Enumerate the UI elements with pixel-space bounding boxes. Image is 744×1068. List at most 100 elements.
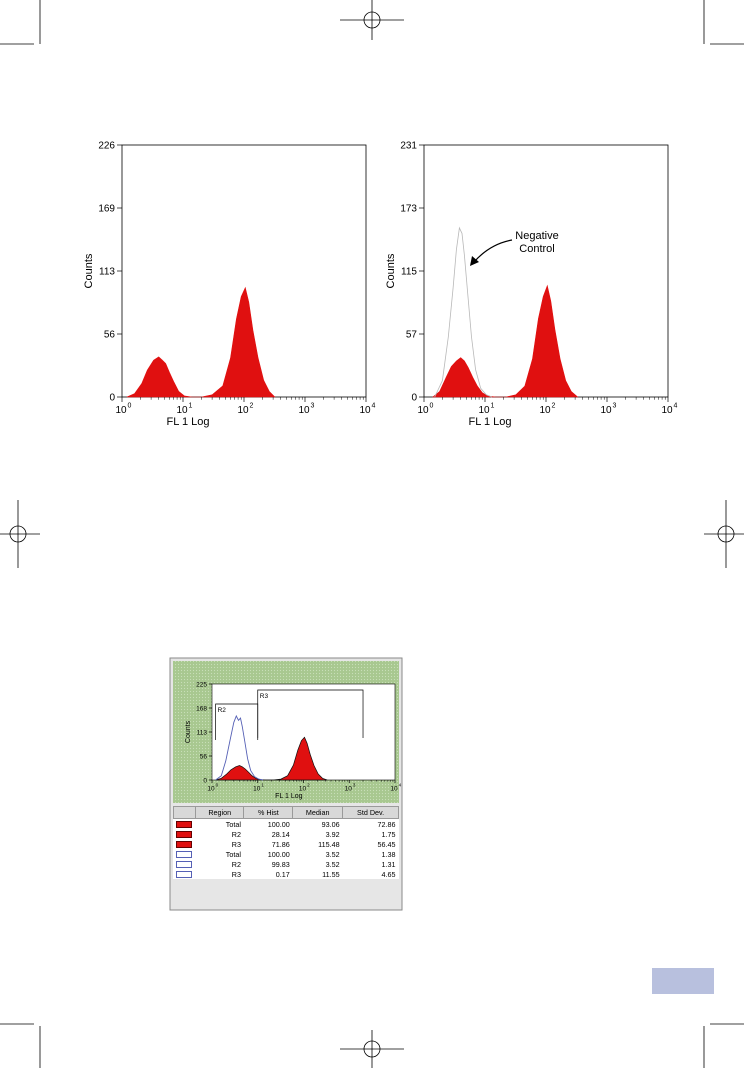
- cell-hist: 99.83: [271, 859, 290, 869]
- x-tick-exponent: 3: [353, 783, 356, 788]
- cell-region: R2: [231, 829, 241, 839]
- x-tick-exponent: 0: [216, 783, 219, 788]
- header-region: Region: [194, 806, 245, 819]
- cell-region: Total: [225, 849, 241, 859]
- annotation-arrowhead: [470, 256, 479, 266]
- x-tick-label: 10: [417, 405, 429, 416]
- table-row: Total 100.00 3.52 1.38: [174, 849, 399, 859]
- annotation-text-line2: Control: [519, 243, 554, 255]
- table-row: R2 28.14 3.92 1.75: [174, 829, 399, 839]
- series-area-filled: [432, 284, 579, 398]
- y-axis-label: Counts: [83, 253, 95, 288]
- row-swatch: [174, 829, 196, 839]
- swatch-filled: [175, 840, 192, 848]
- cell-region: R2: [231, 859, 241, 869]
- cell-region: Total: [225, 819, 241, 829]
- stats-header-row: Region % Hist Median Std Dev.: [173, 806, 399, 819]
- y-tick-label: 231: [400, 141, 417, 152]
- series-line-open: [434, 226, 493, 398]
- header-swatch: [173, 806, 196, 819]
- cell-region: R3: [231, 869, 241, 879]
- x-tick-exponent: 2: [250, 403, 254, 410]
- header-hist: % Hist: [243, 806, 294, 819]
- x-tick-label: 10: [237, 405, 249, 416]
- y-tick-label: 56: [200, 753, 208, 760]
- x-tick-exponent: 4: [372, 403, 376, 410]
- y-tick-label: 168: [196, 705, 207, 712]
- x-tick-exponent: 4: [674, 403, 678, 410]
- cell-hist: 71.86: [271, 839, 290, 849]
- cell-hist: 100.00: [267, 849, 290, 859]
- x-tick-label: 10: [661, 405, 673, 416]
- cell-sd: 56.45: [377, 839, 396, 849]
- x-tick-label: 10: [600, 405, 612, 416]
- y-tick-label: 225: [196, 681, 207, 688]
- stats-table: Region % Hist Median Std Dev. Total 100.…: [173, 806, 399, 879]
- x-tick-label: 10: [390, 786, 398, 793]
- y-tick-label: 0: [109, 393, 115, 404]
- y-tick-label: 0: [411, 393, 417, 404]
- region-gate-r3: [257, 689, 364, 738]
- table-row: R2 99.83 3.52 1.31: [174, 859, 399, 869]
- annotation-text-line1: Negative: [515, 230, 558, 242]
- table-row: R3 71.86 115.48 56.45: [174, 839, 399, 849]
- registration-mark-right: [704, 500, 744, 568]
- x-tick-exponent: 3: [311, 403, 315, 410]
- cell-median: 3.52: [325, 849, 340, 859]
- x-tick-exponent: 4: [399, 783, 402, 788]
- x-tick-exponent: 2: [552, 403, 556, 410]
- page-tab: [652, 968, 714, 994]
- registration-mark-top: [340, 0, 404, 40]
- y-axis-label: Counts: [385, 253, 397, 288]
- annotation-arrow: [473, 239, 513, 263]
- x-tick-label: 10: [539, 405, 551, 416]
- row-swatch: [174, 859, 196, 869]
- x-tick-label: 10: [115, 405, 127, 416]
- region-label: R2: [218, 707, 227, 714]
- swatch-filled: [175, 820, 192, 828]
- x-tick-label: 10: [207, 786, 215, 793]
- cell-median: 115.48: [318, 839, 340, 849]
- x-tick-exponent: 0: [430, 403, 434, 410]
- negative-control-annotation: Negative Control: [470, 230, 559, 266]
- cell-median: 11.55: [322, 869, 340, 879]
- registration-mark-left: [0, 500, 40, 568]
- y-tick-label: 169: [98, 204, 115, 215]
- x-axis-label: FL 1 Log: [166, 416, 209, 428]
- x-tick-label: 10: [359, 405, 371, 416]
- x-tick-exponent: 1: [261, 783, 264, 788]
- swatch-filled: [175, 830, 192, 838]
- y-tick-label: 226: [98, 141, 115, 152]
- x-tick-exponent: 1: [189, 403, 193, 410]
- y-axis-label: Counts: [185, 720, 192, 743]
- y-tick-label: 113: [197, 729, 208, 736]
- cell-hist: 0.17: [275, 869, 290, 879]
- registration-mark-bottom: [340, 1030, 404, 1068]
- y-tick-label: 57: [406, 330, 418, 341]
- x-tick-exponent: 0: [128, 403, 132, 410]
- x-tick-label: 10: [478, 405, 490, 416]
- cell-sd: 4.65: [381, 869, 396, 879]
- x-tick-label: 10: [298, 405, 310, 416]
- row-swatch: [174, 819, 196, 830]
- row-swatch: [174, 839, 196, 849]
- x-axis-label: FL 1 Log: [275, 793, 302, 800]
- table-row: R3 0.17 11.55 4.65: [174, 869, 399, 879]
- y-tick-label: 56: [104, 330, 116, 341]
- cell-sd: 1.38: [381, 849, 396, 859]
- cell-median: 3.92: [325, 829, 340, 839]
- header-median: Median: [292, 806, 344, 819]
- x-tick-label: 10: [345, 786, 353, 793]
- row-swatch: [174, 869, 196, 879]
- series-line-open: [215, 714, 264, 781]
- region-label: R3: [260, 693, 269, 700]
- swatch-open: [175, 860, 192, 868]
- series-area-filled: [215, 736, 328, 781]
- y-tick-label: 113: [99, 267, 115, 278]
- cell-sd: 1.75: [381, 829, 396, 839]
- table-row: Total 100.00 93.06 72.86: [174, 819, 399, 830]
